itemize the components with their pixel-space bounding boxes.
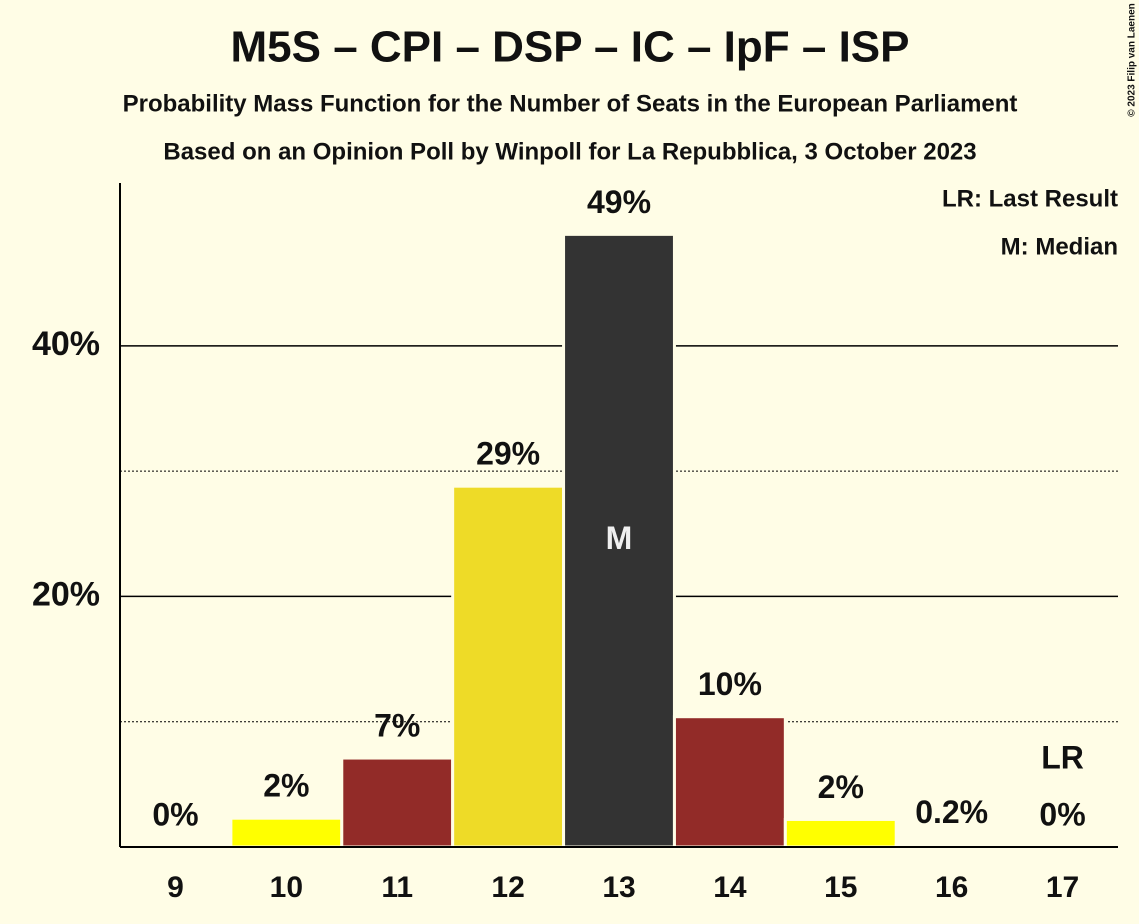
x-tick-label: 16 — [935, 871, 968, 904]
x-tick-label: 13 — [602, 871, 635, 904]
x-tick-label: 15 — [824, 871, 857, 904]
last-result-marker: LR — [1041, 739, 1084, 775]
value-label: 29% — [476, 436, 540, 472]
x-tick-label: 14 — [713, 871, 747, 904]
copyright: © 2023 Filip van Laenen — [1127, 3, 1138, 117]
value-label: 0.2% — [915, 794, 988, 830]
bar — [340, 756, 455, 849]
legend-entry: LR: Last Result — [942, 185, 1118, 212]
bar — [783, 817, 898, 849]
x-tick-label: 9 — [167, 871, 184, 904]
bar — [562, 232, 676, 849]
chart-subtitle: Based on an Opinion Poll by Winpoll for … — [163, 138, 976, 165]
chart-title: M5S – CPI – DSP – IC – IpF – ISP — [231, 23, 910, 72]
value-label: 2% — [818, 769, 864, 805]
value-label: 49% — [587, 184, 651, 220]
x-tick-label: 12 — [491, 871, 524, 904]
x-tick-label: 11 — [381, 871, 413, 904]
value-label: 10% — [698, 666, 762, 702]
median-marker: M — [606, 520, 633, 556]
bar — [229, 816, 344, 849]
value-label: 0% — [1039, 796, 1085, 832]
value-label: 2% — [263, 768, 309, 804]
value-label: 0% — [152, 796, 198, 832]
x-tick-label: 17 — [1046, 871, 1079, 904]
x-tick-label: 10 — [270, 871, 303, 904]
chart-subtitle: Probability Mass Function for the Number… — [123, 90, 1018, 117]
value-label: 7% — [374, 708, 420, 744]
legend-entry: M: Median — [1001, 233, 1118, 260]
y-tick-label: 40% — [32, 325, 100, 363]
bar — [451, 484, 566, 849]
bar — [672, 715, 787, 849]
y-tick-label: 20% — [32, 575, 100, 613]
